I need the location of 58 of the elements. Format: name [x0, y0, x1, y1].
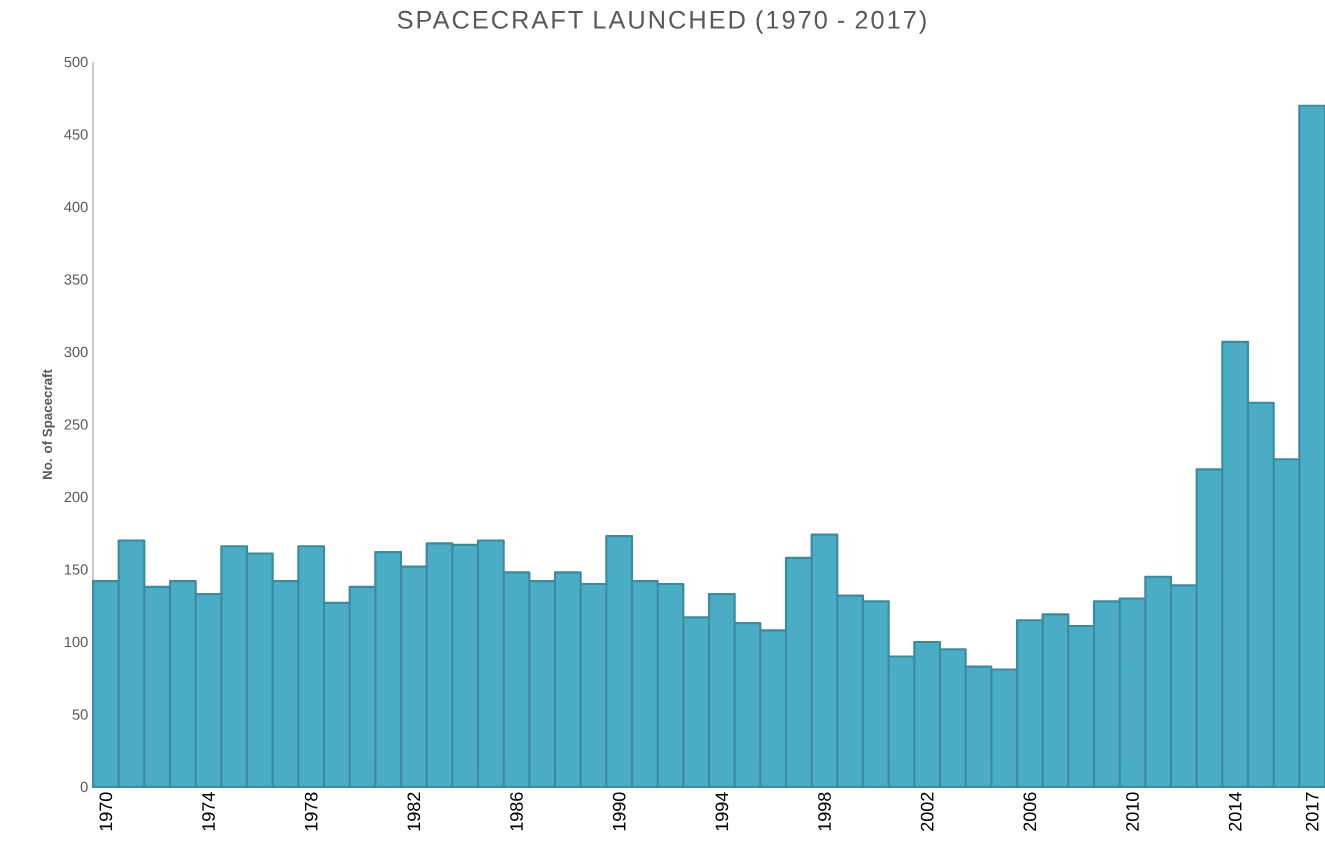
y-tick-label: 250 — [64, 419, 88, 430]
x-tick-label: 1978 — [304, 792, 318, 831]
x-tick-label: 2014 — [1228, 792, 1242, 831]
bar — [683, 617, 709, 787]
bar — [221, 546, 247, 787]
x-tick-label: 2002 — [920, 792, 934, 831]
y-tick-label: 400 — [64, 201, 88, 213]
y-tick-label: 450 — [64, 129, 88, 140]
bar — [606, 536, 632, 787]
x-tick-label: 1982 — [407, 792, 421, 831]
bar — [247, 553, 273, 787]
x-tick-label: 1998 — [818, 792, 831, 831]
bar — [1094, 601, 1120, 787]
bar — [529, 581, 555, 787]
x-tick-label: 2006 — [1023, 792, 1037, 831]
x-tick-label: 1974 — [202, 792, 215, 831]
x-tick-label: 2010 — [1126, 792, 1139, 831]
bar — [170, 581, 196, 787]
bar — [914, 641, 940, 787]
bar — [298, 546, 324, 787]
bar — [93, 581, 119, 787]
bar — [1298, 104, 1325, 789]
bar — [991, 669, 1017, 787]
bar — [1248, 402, 1274, 787]
bar — [863, 601, 889, 787]
bar — [1222, 341, 1248, 787]
x-tick-label: 1990 — [612, 792, 626, 831]
bar — [786, 557, 812, 787]
bar — [1171, 585, 1197, 787]
bar — [555, 572, 581, 787]
bar — [940, 649, 966, 787]
chart-title: SPACECRAFT LAUNCHED (1970 - 2017) — [397, 10, 926, 34]
bar — [452, 544, 478, 787]
bar — [375, 552, 401, 787]
x-tick-label: 2017 — [1305, 792, 1319, 831]
x-tick-label: 1986 — [510, 792, 523, 831]
bar — [1017, 620, 1043, 787]
y-tick-label: 150 — [64, 564, 88, 575]
x-tick-label: 1970 — [99, 792, 113, 831]
bar — [632, 581, 658, 787]
y-axis-title: No. of Spacecraft — [42, 369, 55, 480]
bar — [144, 586, 170, 787]
y-tick-label: 200 — [64, 491, 88, 503]
bar — [1068, 626, 1094, 787]
x-tick-label: 1994 — [715, 792, 729, 831]
y-tick-label: 100 — [64, 636, 88, 648]
bar — [1145, 576, 1171, 787]
y-tick-label: 350 — [64, 274, 88, 285]
bar — [401, 566, 427, 787]
y-tick-label: 50 — [72, 709, 88, 720]
y-tick-label: 500 — [64, 56, 88, 68]
bar — [760, 630, 786, 787]
bar — [324, 602, 350, 787]
y-tick-label: 0 — [80, 781, 88, 793]
bar — [709, 594, 735, 787]
y-tick-label: 300 — [64, 346, 88, 358]
bar — [478, 540, 504, 787]
bar — [837, 595, 863, 787]
